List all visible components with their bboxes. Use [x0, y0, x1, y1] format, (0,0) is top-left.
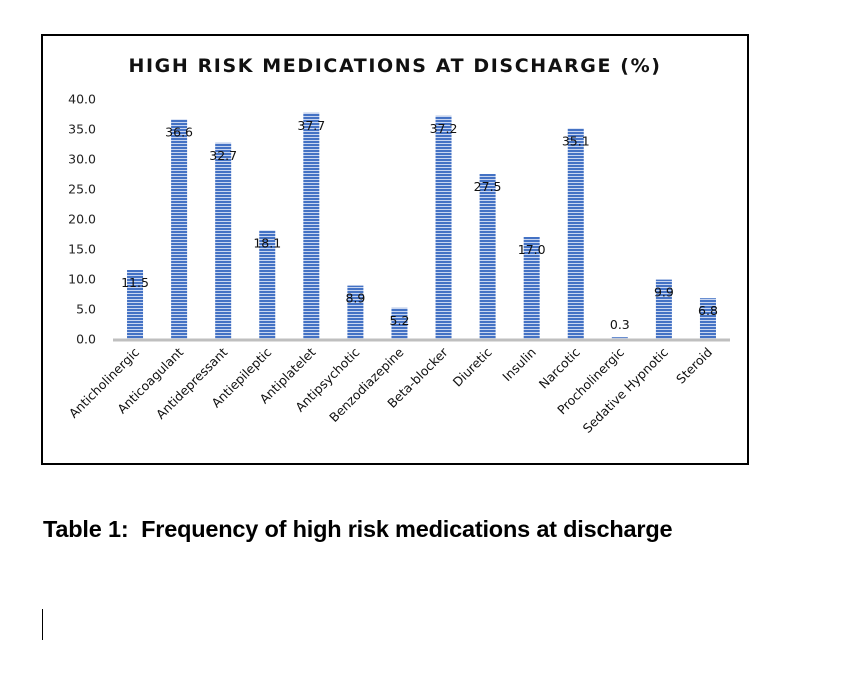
- table-caption: Table 1: Frequency of high risk medicati…: [43, 516, 673, 542]
- y-tick-label: 10.0: [68, 272, 96, 287]
- bar-antiplatelet: [303, 112, 320, 339]
- text-cursor: [42, 609, 43, 640]
- bar-anticoagulant: [171, 119, 188, 340]
- chart-title: HIGH RISK MEDICATIONS AT DISCHARGE (%): [129, 55, 662, 77]
- data-label: 5.2: [390, 313, 410, 328]
- y-tick-label: 40.0: [68, 92, 96, 107]
- data-label: 17.0: [518, 242, 546, 257]
- data-labels: 11.5 36.6 32.7 18.1 37.7 8.9 5.2 37.2 27.5 17.0 35…: [121, 118, 718, 332]
- bar-beta-blocker: [435, 115, 452, 339]
- data-label: 11.5: [121, 275, 149, 290]
- x-tick-label: Steroid: [673, 345, 715, 387]
- x-tick-label: Benzodiazepine: [326, 344, 407, 425]
- data-label: 32.7: [209, 148, 237, 163]
- data-label: 8.9: [345, 291, 365, 306]
- bar-insulin: [523, 237, 540, 339]
- data-label: 36.6: [165, 124, 193, 139]
- bar-narcotic: [567, 128, 584, 339]
- data-label: 18.1: [253, 235, 281, 250]
- y-tick-label: 35.0: [68, 122, 96, 137]
- bar-steroid: [699, 298, 716, 339]
- data-label: 0.3: [610, 317, 630, 332]
- data-label: 37.7: [297, 118, 325, 133]
- y-tick-label: 25.0: [68, 182, 96, 197]
- y-tick-label: 30.0: [68, 152, 96, 167]
- chart-frame: HIGH RISK MEDICATIONS AT DISCHARGE (%) 0…: [41, 34, 749, 465]
- x-tick-label: Insulin: [499, 345, 539, 385]
- data-label: 27.5: [474, 179, 502, 194]
- y-tick-label: 0.0: [76, 332, 96, 347]
- data-label: 9.9: [654, 285, 674, 300]
- bar-antiepileptic: [259, 230, 276, 339]
- bar-chart: HIGH RISK MEDICATIONS AT DISCHARGE (%) 0…: [66, 55, 730, 436]
- bar-benzodiazepine: [391, 307, 408, 339]
- x-tick-label: Diuretic: [450, 344, 495, 389]
- bar-diuretic: [479, 174, 496, 339]
- y-axis-ticks: 0.0 5.0 10.0 15.0 20.0 25.0 30.0 35.0 40.0: [68, 92, 96, 347]
- bar-procholinergic: [611, 337, 628, 339]
- y-tick-label: 5.0: [76, 302, 96, 317]
- bar-antipsychotic: [347, 285, 364, 339]
- y-tick-label: 15.0: [68, 242, 96, 257]
- y-tick-label: 20.0: [68, 212, 96, 227]
- x-tick-label: Sedative Hypnotic: [580, 344, 671, 435]
- data-label: 37.2: [430, 121, 458, 136]
- category-labels: AnticholinergicAnticoagulantAntidepressa…: [66, 344, 715, 436]
- bars: [127, 112, 716, 340]
- data-label: 6.8: [698, 303, 718, 318]
- bar-sedative-hypnotic: [655, 279, 672, 339]
- bar-anticholinergic: [127, 270, 144, 339]
- bar-antidepressant: [215, 142, 232, 339]
- data-label: 35.1: [562, 133, 590, 148]
